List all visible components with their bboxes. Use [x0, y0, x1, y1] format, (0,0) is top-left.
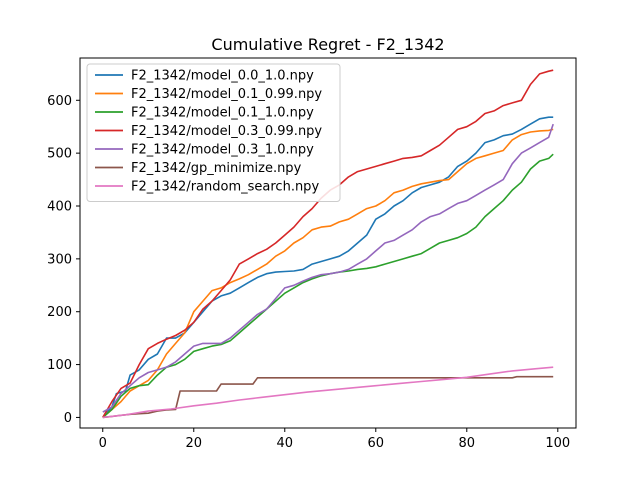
x-tick-label: 20 [185, 436, 202, 451]
legend-label: F2_1342/model_0.1_1.0.npy [131, 106, 314, 121]
legend-label: F2_1342/model_0.1_0.99.npy [131, 87, 322, 102]
legend-label: F2_1342/random_search.npy [131, 180, 319, 195]
legend-label: F2_1342/model_0.3_1.0.npy [131, 143, 314, 158]
y-tick-label: 500 [47, 147, 72, 162]
chart-title: Cumulative Regret - F2_1342 [211, 35, 444, 55]
legend-label: F2_1342/model_0.0_1.0.npy [131, 69, 314, 84]
legend: F2_1342/model_0.0_1.0.npy F2_1342/model_0… [86, 63, 341, 202]
plot-frame [79, 57, 577, 429]
legend-box [86, 63, 341, 202]
y-tick-label: 0 [64, 411, 72, 426]
y-tick-label: 400 [47, 200, 72, 215]
x-tick-label: 80 [459, 436, 476, 451]
series-line-4 [102, 123, 554, 413]
y-axis: 0 100 200 300 400 500 600 [47, 94, 80, 426]
series-line-5 [102, 375, 554, 419]
x-tick-label: 60 [368, 436, 385, 451]
x-tick-label: 40 [276, 436, 293, 451]
series-line-6 [102, 366, 554, 419]
x-axis: 0 20 40 60 80 100 [99, 428, 570, 451]
x-tick-label: 100 [545, 436, 570, 451]
y-tick-label: 300 [47, 252, 72, 267]
y-tick-label: 600 [47, 94, 72, 109]
legend-label: F2_1342/gp_minimize.npy [131, 161, 302, 176]
legend-label: F2_1342/model_0.3_0.99.npy [131, 124, 322, 139]
y-tick-label: 200 [47, 305, 72, 320]
plot-lines [102, 69, 554, 419]
y-tick-label: 100 [47, 358, 72, 373]
x-tick-label: 0 [99, 436, 107, 451]
series-line-1 [102, 128, 554, 419]
